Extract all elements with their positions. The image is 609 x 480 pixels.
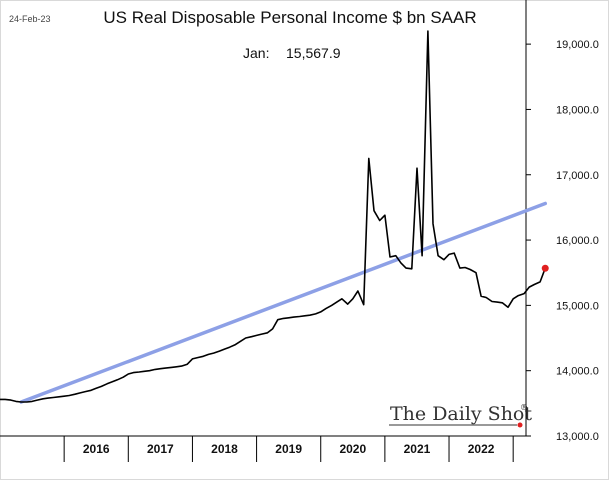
brand-dot <box>517 422 523 428</box>
x-tick-label: 2019 <box>275 442 302 456</box>
y-tick-label: 15,000.0 <box>556 300 599 312</box>
x-tick-label: 2016 <box>83 442 110 456</box>
annotation-value: 15,567.9 <box>286 45 341 61</box>
chart-title: US Real Disposable Personal Income $ bn … <box>103 8 476 27</box>
plot-area <box>0 30 549 404</box>
x-axis: 2016 2017 2018 2019 2020 2021 2022 <box>0 435 526 462</box>
y-tick-label: 14,000.0 <box>556 366 599 378</box>
annotation-label: Jan: <box>243 45 269 61</box>
x-tick-label: 2017 <box>147 442 174 456</box>
brand-logo: The Daily Shot ® <box>389 403 532 428</box>
y-tick-label: 19,000.0 <box>556 39 599 51</box>
x-tick-label: 2018 <box>211 442 238 456</box>
brand-name: The Daily Shot <box>390 403 532 425</box>
y-tick-label: 13,000.0 <box>556 431 599 443</box>
y-axis: 13,000.0 14,000.0 15,000.0 16,000.0 17,000.0… <box>525 0 599 443</box>
y-tick-label: 18,000.0 <box>556 104 599 116</box>
brand-registered-mark: ® <box>520 403 528 412</box>
series-line-0 <box>0 30 546 403</box>
x-tick-label: 2020 <box>339 442 366 456</box>
y-tick-label: 17,000.0 <box>556 170 599 182</box>
date-stamp: 24-Feb-23 <box>9 14 51 24</box>
latest-value-annotation: Jan: 15,567.9 <box>243 45 341 61</box>
trend-line <box>19 201 547 404</box>
last-data-point <box>541 264 549 272</box>
x-tick-label: 2021 <box>404 442 431 456</box>
y-tick-label: 16,000.0 <box>556 235 599 247</box>
x-tick-label: 2022 <box>468 442 495 456</box>
